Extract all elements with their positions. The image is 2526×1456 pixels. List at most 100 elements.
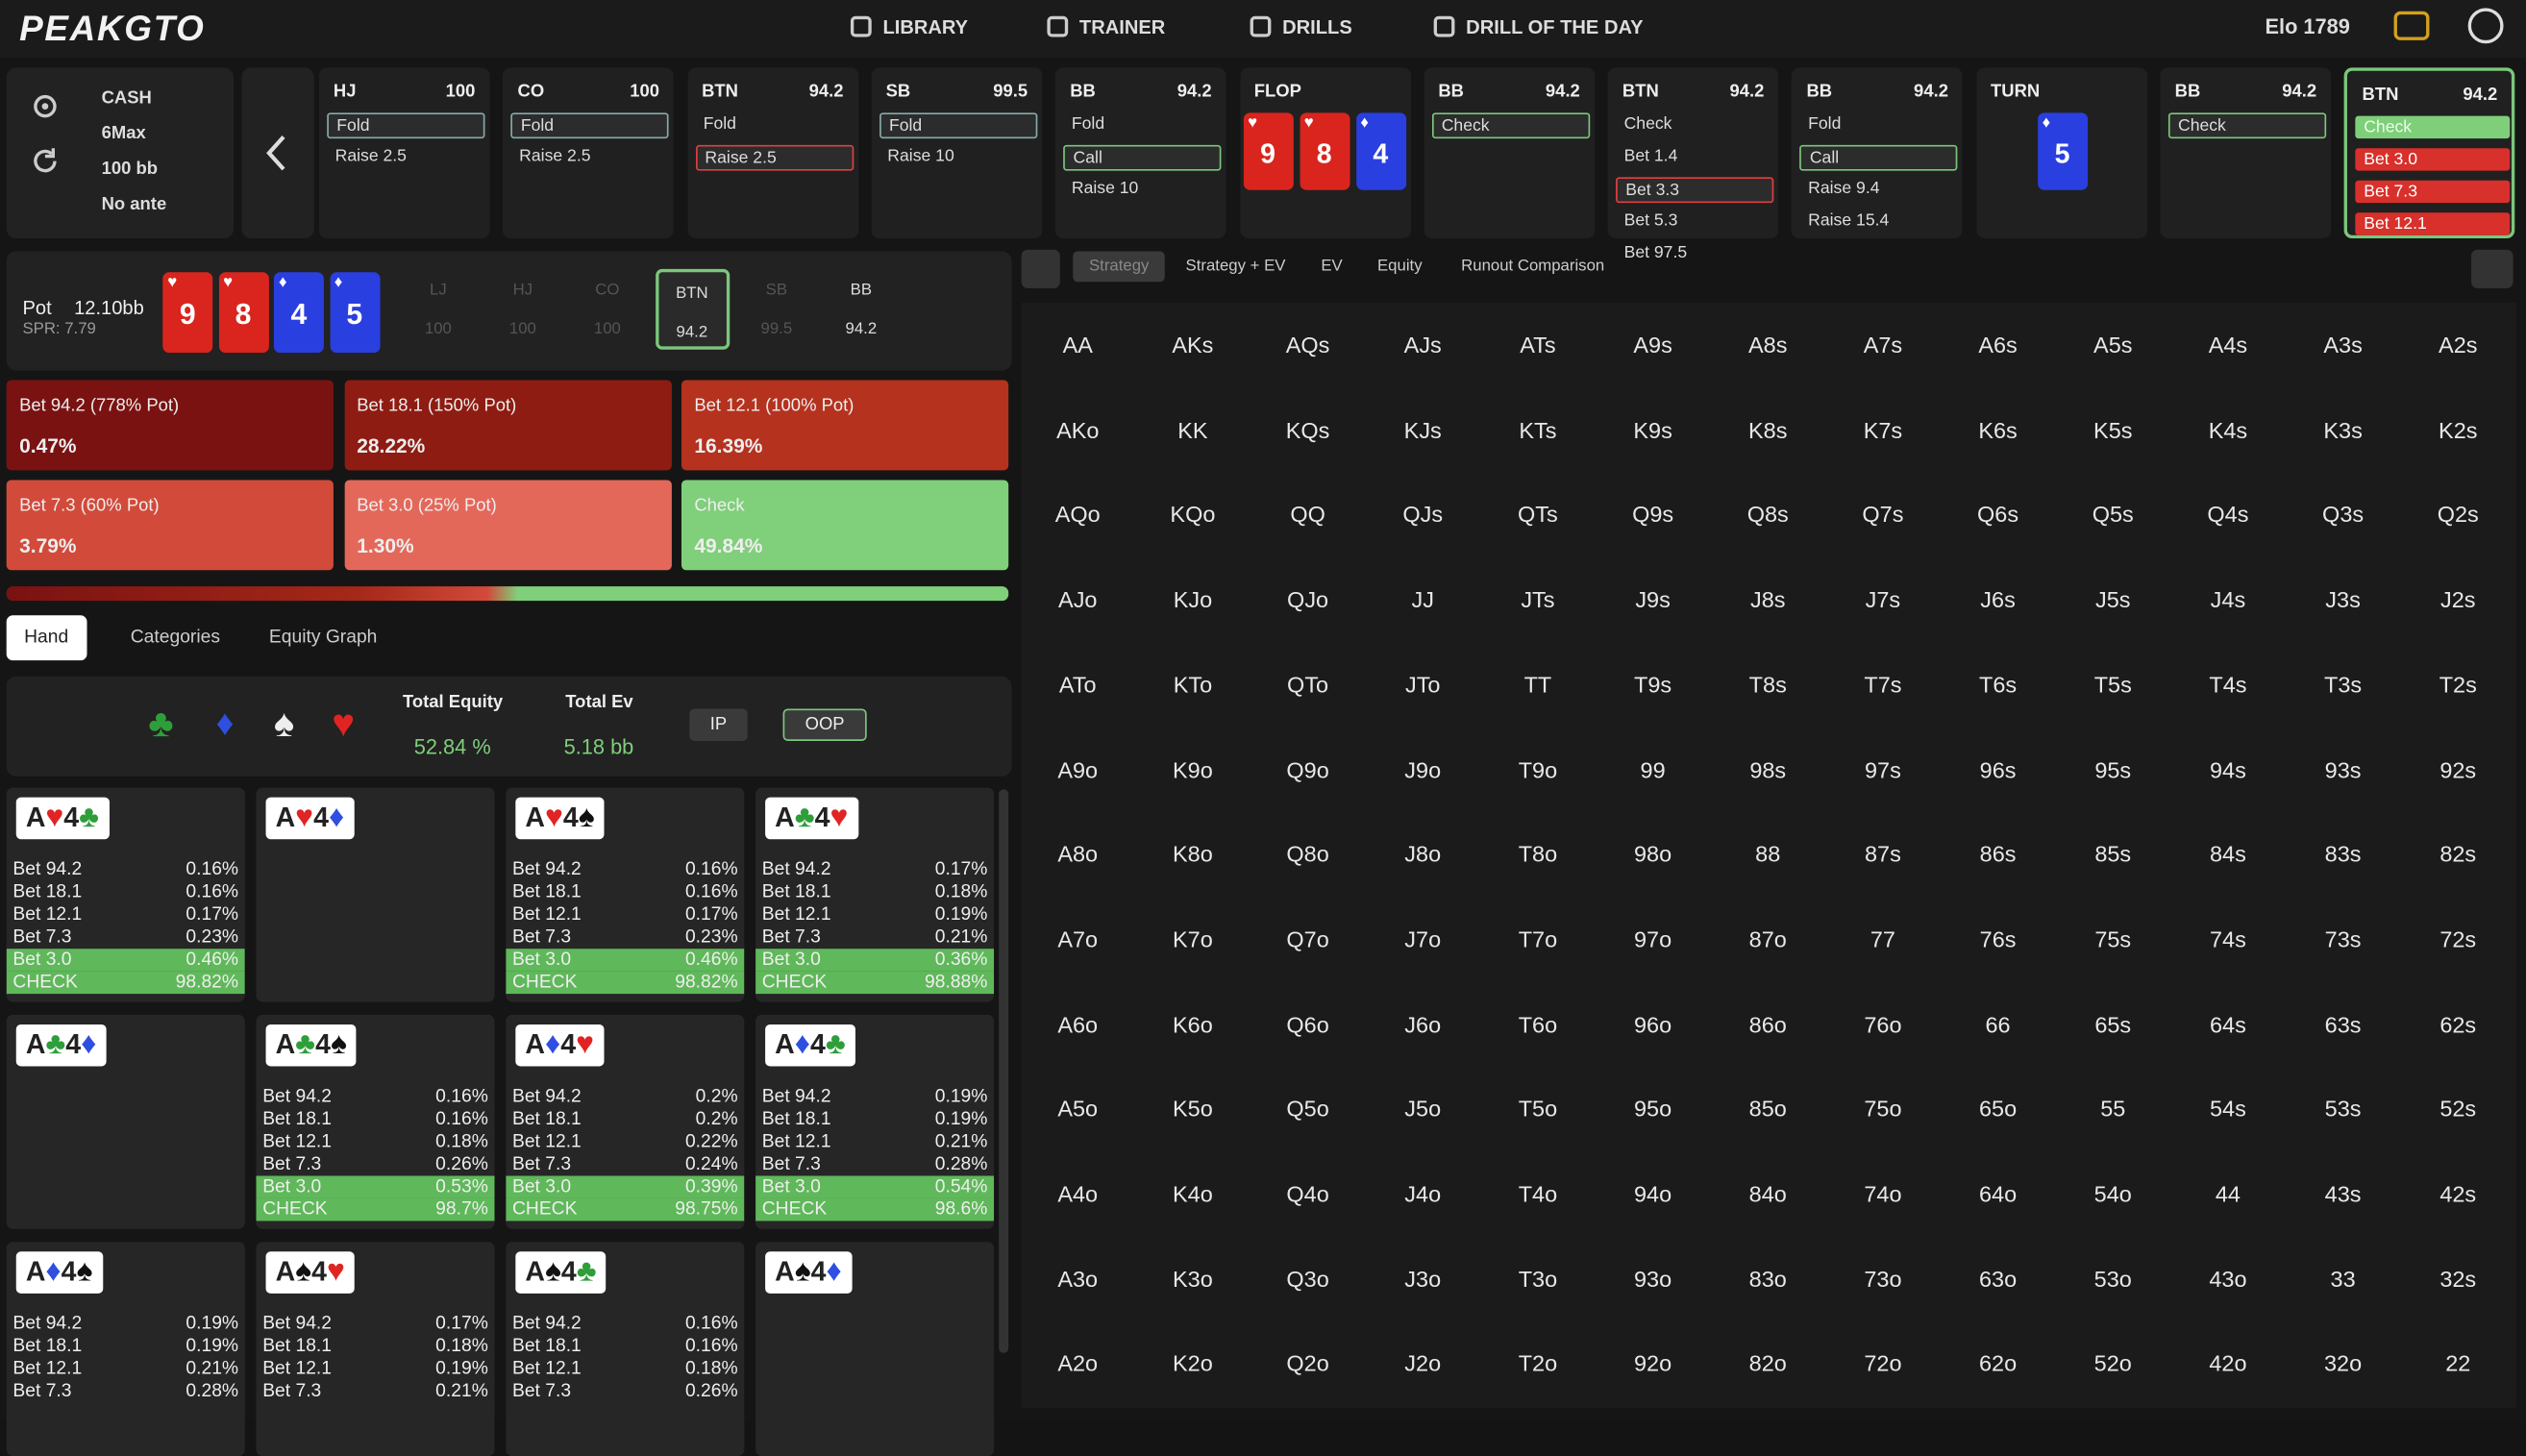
hand-cell[interactable]: A6s [1942,303,2054,384]
heart-filter[interactable]: ♥ [332,702,356,746]
hand-cell[interactable]: A2o [1022,1321,1134,1403]
hand-cell[interactable]: T2o [1481,1321,1594,1403]
hand-cell[interactable]: K8o [1136,812,1249,894]
nav-link[interactable]: LIBRARY [882,15,969,39]
action-column[interactable]: BTN 94.2 Check Bet 3.0 Bet 7.3 Bet 12.1 [2344,67,2515,239]
hand-cell[interactable]: J8s [1712,557,1824,639]
hand-cell[interactable]: K7s [1826,387,1939,469]
hand-cell[interactable]: 72s [2402,897,2514,978]
hand-cell[interactable]: 84o [1712,1151,1824,1233]
hand-cell[interactable]: 87o [1712,897,1824,978]
action-option[interactable]: Raise 2.5 [334,146,407,166]
hand-cell[interactable]: A9o [1022,728,1134,809]
strategy-box[interactable]: Check 49.84% [681,480,1009,571]
diamond-filter[interactable]: ♦ [215,702,235,743]
hand-cell[interactable]: 75s [2057,897,2169,978]
panel-tab[interactable]: Hand [6,615,87,661]
hand-cell[interactable]: J5s [2057,557,2169,639]
strategy-box[interactable]: Bet 12.1 (100% Pot) 16.39% [681,380,1009,471]
hand-cell[interactable]: KQs [1251,387,1364,469]
hand-cell[interactable]: 86s [1942,812,2054,894]
hand-cell[interactable]: K3s [2287,387,2399,469]
hand-cell[interactable]: 32o [2287,1321,2399,1403]
hand-cell[interactable]: 65o [1942,1067,2054,1148]
hand-cell[interactable]: 42o [2171,1321,2284,1403]
hand-cell[interactable]: 94s [2171,728,2284,809]
hand-cell[interactable]: A4o [1022,1151,1134,1233]
action-option[interactable]: Raise 10 [1071,179,1139,199]
hand-cell[interactable]: TT [1481,642,1594,724]
hand-cell[interactable]: T8s [1712,642,1824,724]
action-option[interactable]: Bet 7.3 [2355,180,2511,204]
settings-toggle[interactable] [2471,249,2514,289]
hand-cell[interactable]: QJs [1367,473,1479,555]
hand-cell[interactable]: T4s [2171,642,2284,724]
hand-cell[interactable]: 98s [1712,728,1824,809]
view-tab[interactable]: Equity [1376,258,1423,276]
hand-cell[interactable]: ATs [1481,303,1594,384]
action-option[interactable]: Call [1063,144,1222,171]
hand-cell[interactable]: T6s [1942,642,2054,724]
hand-cell[interactable]: K6s [1942,387,2054,469]
hand-cell[interactable]: Q5o [1251,1067,1364,1148]
hand-cell[interactable]: 62s [2402,982,2514,1064]
action-column[interactable]: BB 94.2 Fold Call Raise 10 [1055,67,1226,239]
hand-cell[interactable]: 97s [1826,728,1939,809]
hand-cell[interactable]: 96s [1942,728,2054,809]
hand-cell[interactable]: 88 [1712,812,1824,894]
gear-icon[interactable] [29,90,62,123]
hand-cell[interactable]: J4s [2171,557,2284,639]
hand-cell[interactable]: 72o [1826,1321,1939,1403]
hand-cell[interactable]: 63s [2287,982,2399,1064]
action-option[interactable]: Fold [1808,113,1842,135]
hand-cell[interactable]: A8o [1022,812,1134,894]
action-column[interactable]: BTN 94.2 Check Bet 1.4 Bet 3.3 Bet 5.3 Bet 97.… [1607,67,1779,262]
hand-cell[interactable]: 95s [2057,728,2169,809]
hand-cell[interactable]: J4o [1367,1151,1479,1233]
hand-cell[interactable]: 77 [1826,897,1939,978]
hand-cell[interactable]: K9s [1597,387,1709,469]
hand-cell[interactable]: 43o [2171,1237,2284,1319]
hand-cell[interactable]: K7o [1136,897,1249,978]
hand-cell[interactable]: T5s [2057,642,2169,724]
hand-cell[interactable]: 99 [1597,728,1709,809]
hand-cell[interactable]: KQo [1136,473,1249,555]
profile-icon[interactable] [2467,8,2504,44]
hand-cell[interactable]: 82o [1712,1321,1824,1403]
action-option[interactable]: Fold [1071,113,1105,135]
hand-cell[interactable]: Q3s [2287,473,2399,555]
hand-cell[interactable]: AKs [1136,303,1249,384]
action-option[interactable]: Bet 97.5 [1623,243,1688,263]
hand-cell[interactable]: A3s [2287,303,2399,384]
hand-cell[interactable]: J2s [2402,557,2514,639]
hand-cell[interactable]: J2o [1367,1321,1479,1403]
hand-cell[interactable]: J7o [1367,897,1479,978]
hand-cell[interactable]: 74o [1826,1151,1939,1233]
action-option[interactable]: Raise 10 [887,146,954,166]
hand-cell[interactable]: 44 [2171,1151,2284,1233]
hand-cell[interactable]: J5o [1367,1067,1479,1148]
action-column[interactable]: SB 99.5 Fold Raise 10 [871,67,1043,239]
hand-cell[interactable]: AQs [1251,303,1364,384]
hand-cell[interactable]: 84s [2171,812,2284,894]
hand-cell[interactable]: 52o [2057,1321,2169,1403]
hand-cell[interactable]: 97o [1597,897,1709,978]
action-column[interactable]: BB 94.2 Check [1424,67,1595,239]
hand-cell[interactable]: 74s [2171,897,2284,978]
hand-cell[interactable]: 93o [1597,1237,1709,1319]
hand-cell[interactable]: Q6o [1251,982,1364,1064]
hand-cell[interactable]: AKo [1022,387,1134,469]
action-column[interactable]: BB 94.2 Fold Call Raise 9.4 Raise 15.4 [1792,67,1964,239]
back-button[interactable] [241,67,314,239]
hand-cell[interactable]: 32s [2402,1237,2514,1319]
hand-cell[interactable]: 85s [2057,812,2169,894]
hand-cell[interactable]: JJ [1367,557,1479,639]
hand-cell[interactable]: AQo [1022,473,1134,555]
hand-cell[interactable]: 54o [2057,1151,2169,1233]
nav-link[interactable]: DRILL OF THE DAY [1466,15,1644,39]
hand-cell[interactable]: J8o [1367,812,1479,894]
hand-cell[interactable]: KJo [1136,557,1249,639]
hand-cell[interactable]: J7s [1826,557,1939,639]
hand-cell[interactable]: 53o [2057,1237,2169,1319]
view-tab[interactable]: Strategy [1073,251,1166,283]
